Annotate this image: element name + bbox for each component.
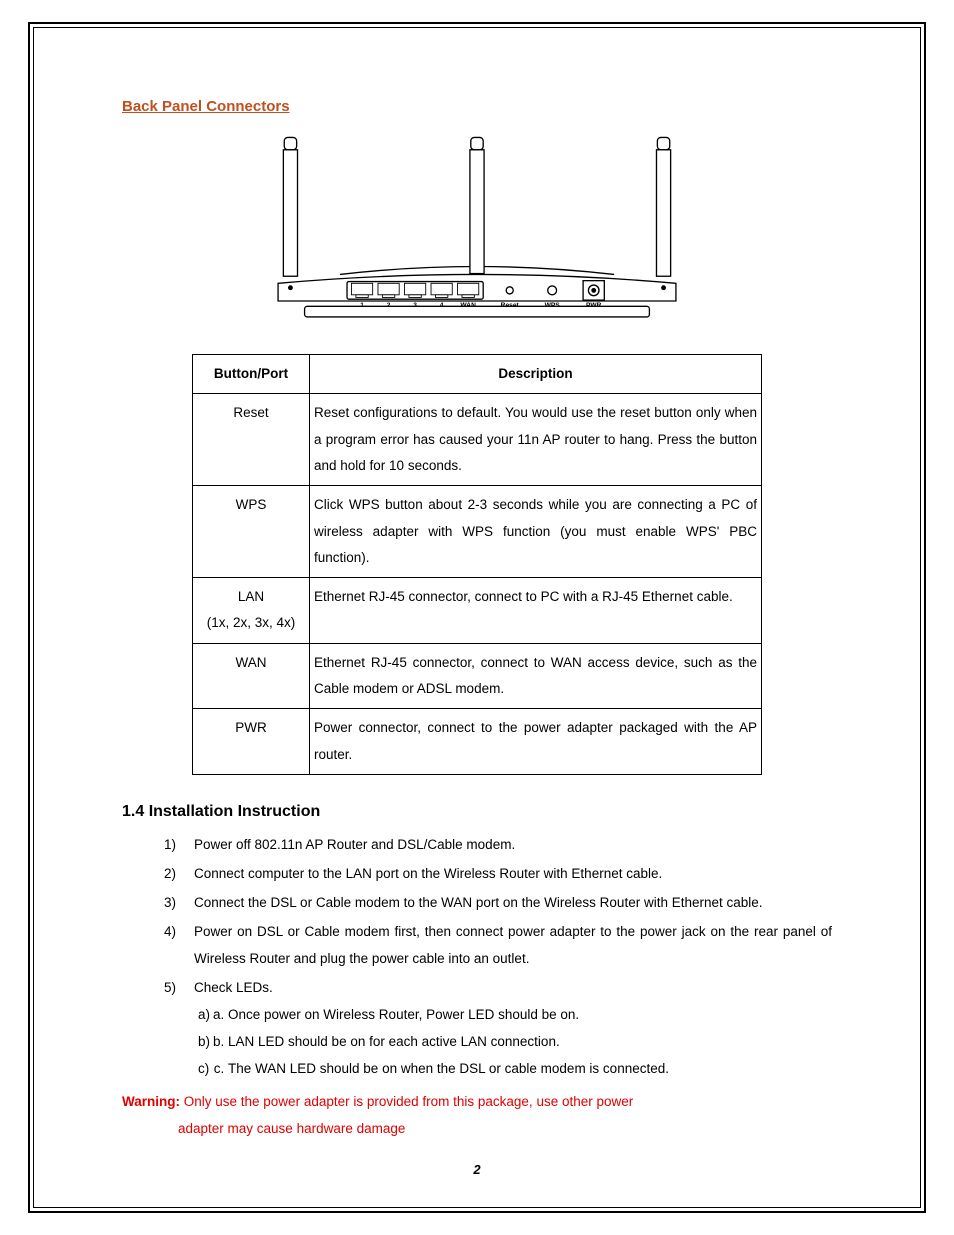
th-button-port: Button/Port — [193, 354, 310, 393]
list-item: Power on DSL or Cable modem first, then … — [188, 918, 832, 972]
substep-text: Once power on Wireless Router, Power LED… — [228, 1007, 579, 1022]
table-row: PWR Power connector, connect to the powe… — [193, 709, 762, 775]
page-number: 2 — [122, 1142, 832, 1177]
th-description: Description — [310, 354, 762, 393]
warning-block: Warning: Only use the power adapter is p… — [122, 1088, 832, 1142]
cell-desc: Reset configurations to default. You wou… — [310, 394, 762, 486]
diagram-label-pwr: PWR — [586, 302, 602, 309]
cell-label: WAN — [193, 643, 310, 709]
table-header-row: Button/Port Description — [193, 354, 762, 393]
table-row: Reset Reset configurations to default. Y… — [193, 394, 762, 486]
step-text: Connect the DSL or Cable modem to the WA… — [194, 895, 763, 910]
diagram-label-2: 2 — [387, 302, 391, 309]
cell-label: Reset — [193, 394, 310, 486]
diagram-label-4: 4 — [440, 302, 444, 309]
cell-desc: Power connector, connect to the power ad… — [310, 709, 762, 775]
step-text: Power on DSL or Cable modem first, then … — [194, 924, 832, 966]
install-substeps: Once power on Wireless Router, Power LED… — [194, 1001, 832, 1082]
step-text: Power off 802.11n AP Router and DSL/Cabl… — [194, 837, 515, 852]
install-heading: 1.4 Installation Instruction — [122, 803, 832, 821]
diagram-label-wps: WPS — [545, 302, 561, 309]
diagram-label-1: 1 — [360, 302, 364, 309]
list-item: LAN LED should be on for each active LAN… — [228, 1028, 832, 1055]
section-heading: Back Panel Connectors — [122, 98, 832, 115]
cell-desc: Ethernet RJ-45 connector, connect to PC … — [310, 578, 762, 644]
step-text: Check LEDs. — [194, 980, 273, 995]
list-item: Connect computer to the LAN port on the … — [188, 860, 832, 887]
warning-line1: Only use the power adapter is provided f… — [180, 1094, 633, 1109]
step-text: Connect computer to the LAN port on the … — [194, 866, 662, 881]
install-steps: Power off 802.11n AP Router and DSL/Cabl… — [122, 831, 832, 1084]
page: Back Panel Connectors — [0, 0, 954, 1235]
substep-text: The WAN LED should be on when the DSL or… — [228, 1061, 669, 1076]
table-row: WAN Ethernet RJ-45 connector, connect to… — [193, 643, 762, 709]
warning-line2: adapter may cause hardware damage — [122, 1115, 832, 1142]
port-table: Button/Port Description Reset Reset conf… — [192, 354, 762, 775]
inner-frame: Back Panel Connectors — [33, 27, 921, 1208]
table-row: LAN (1x, 2x, 3x, 4x) Ethernet RJ-45 conn… — [193, 578, 762, 644]
diagram-label-wan: WAN — [460, 302, 476, 309]
list-item: Once power on Wireless Router, Power LED… — [228, 1001, 832, 1028]
router-diagram: 1 2 3 4 WAN Reset WPS PWR — [222, 133, 732, 332]
diagram-label-reset: Reset — [501, 302, 520, 309]
table-row: WPS Click WPS button about 2-3 seconds w… — [193, 486, 762, 578]
list-item: Connect the DSL or Cable modem to the WA… — [188, 889, 832, 916]
cell-desc: Ethernet RJ-45 connector, connect to WAN… — [310, 643, 762, 709]
substep-text: LAN LED should be on for each active LAN… — [228, 1034, 560, 1049]
list-item: Check LEDs. Once power on Wireless Route… — [188, 974, 832, 1082]
cell-desc: Click WPS button about 2-3 seconds while… — [310, 486, 762, 578]
diagram-label-3: 3 — [413, 302, 417, 309]
list-item: Power off 802.11n AP Router and DSL/Cabl… — [188, 831, 832, 858]
warning-label: Warning: — [122, 1094, 180, 1109]
cell-label: LAN (1x, 2x, 3x, 4x) — [193, 578, 310, 644]
cell-label: PWR — [193, 709, 310, 775]
outer-frame: Back Panel Connectors — [28, 22, 926, 1213]
list-item: The WAN LED should be on when the DSL or… — [228, 1055, 832, 1082]
cell-label: WPS — [193, 486, 310, 578]
